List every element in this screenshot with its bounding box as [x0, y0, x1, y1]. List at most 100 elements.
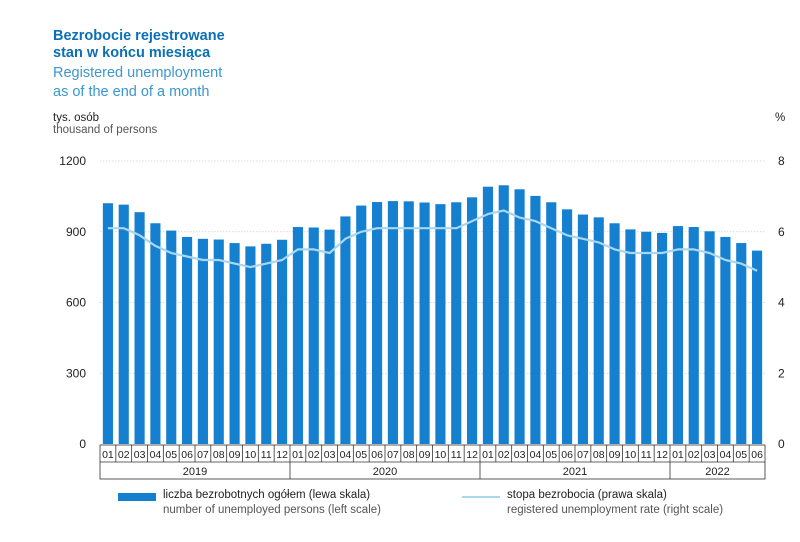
bar: [593, 217, 604, 444]
month-tick-label: 01: [482, 449, 494, 461]
month-tick-label: 08: [403, 449, 415, 461]
month-tick-label: 04: [530, 449, 542, 461]
bar: [387, 201, 398, 444]
month-tick-label: 03: [134, 449, 146, 461]
month-tick-label: 06: [181, 449, 193, 461]
bar: [340, 216, 351, 444]
bar: [482, 186, 493, 445]
legend-bars-en: number of unemployed persons (left scale…: [163, 504, 381, 516]
bar: [166, 230, 177, 444]
month-tick-label: 08: [593, 449, 605, 461]
legend-line-en: registered unemployment rate (right scal…: [507, 504, 724, 516]
month-tick-label: 02: [308, 449, 320, 461]
bar: [688, 227, 699, 444]
chart-title-block: Bezrobocie rejestrowane stan w końcu mie…: [53, 28, 225, 102]
month-tick-label: 06: [751, 449, 763, 461]
right-tick-label: 6: [778, 225, 785, 239]
month-tick-label: 05: [165, 449, 177, 461]
year-label: 2020: [373, 466, 397, 478]
month-tick-label: 07: [387, 449, 399, 461]
bar: [672, 226, 683, 444]
month-tick-label: 09: [419, 449, 431, 461]
month-tick-label: 07: [577, 449, 589, 461]
month-tick-label: 02: [498, 449, 510, 461]
month-tick-label: 10: [625, 449, 637, 461]
line-series: [107, 209, 758, 272]
chart-title-pl-line2: stan w końcu miesiąca: [53, 45, 211, 61]
month-tick-label: 10: [245, 449, 257, 461]
bar: [435, 204, 446, 444]
left-tick-label: 900: [66, 225, 86, 239]
month-tick-label: 06: [561, 449, 573, 461]
right-axis-unit: %: [775, 112, 786, 124]
year-label: 2021: [563, 466, 587, 478]
bar: [150, 223, 161, 444]
month-tick-label: 05: [735, 449, 747, 461]
bar: [324, 229, 335, 444]
left-axis-unit: tys. osób thousand of persons: [53, 112, 157, 136]
left-axis-ticks: 0 300 600 900 1200: [59, 154, 86, 451]
month-tick-label: 07: [197, 449, 209, 461]
bar-series: [102, 185, 763, 445]
month-tick-label: 03: [704, 449, 716, 461]
bar: [657, 232, 668, 444]
legend-line: stopa bezrobocia (prawa skala) registere…: [507, 489, 723, 516]
month-tick-label: 12: [656, 449, 668, 461]
bar: [277, 239, 288, 444]
chart-title-en-line1: Registered unemployment: [53, 65, 223, 81]
left-axis-unit-en: thousand of persons: [53, 124, 158, 136]
bar: [498, 185, 509, 444]
month-tick-label: 11: [641, 449, 652, 461]
right-tick-label: 4: [778, 296, 785, 310]
bar: [213, 239, 224, 444]
month-tick-label: 06: [371, 449, 383, 461]
bar: [514, 189, 525, 444]
bar: [704, 231, 715, 444]
left-tick-label: 0: [79, 437, 86, 451]
bar: [530, 195, 541, 444]
bar: [419, 202, 430, 444]
left-tick-label: 300: [66, 366, 86, 380]
bar: [308, 227, 319, 444]
month-tick-label: 02: [688, 449, 700, 461]
month-tick-label: 12: [466, 449, 478, 461]
month-tick-label: 01: [672, 449, 684, 461]
legend-line-pl: stopa bezrobocia (prawa skala): [507, 489, 667, 501]
bar: [451, 202, 462, 444]
month-tick-label: 11: [451, 449, 462, 461]
bar: [118, 204, 129, 444]
bar: [577, 214, 588, 444]
month-tick-label: 01: [292, 449, 304, 461]
legend-bars-pl: liczba bezrobotnych ogółem (lewa skala): [163, 489, 371, 501]
year-label: 2019: [183, 466, 207, 478]
month-tick-label: 11: [261, 449, 272, 461]
chart-title-pl: Bezrobocie rejestrowane stan w końcu mie…: [53, 28, 225, 62]
chart-title-en: Registered unemployment as of the end of…: [53, 64, 225, 102]
month-tick-label: 04: [340, 449, 352, 461]
bar: [720, 236, 731, 444]
month-tick-label: 05: [355, 449, 367, 461]
legend-line-swatch: [462, 496, 500, 498]
bar: [292, 227, 303, 444]
bar: [562, 209, 573, 444]
bar: [546, 202, 557, 444]
year-label: 2022: [705, 466, 729, 478]
right-tick-label: 2: [778, 366, 785, 380]
month-tick-label: 08: [213, 449, 225, 461]
month-tick-label: 04: [720, 449, 732, 461]
legend-bars: liczba bezrobotnych ogółem (lewa skala) …: [163, 489, 381, 516]
month-tick-label: 09: [229, 449, 241, 461]
bar: [625, 229, 636, 444]
bar: [641, 231, 652, 444]
bar: [197, 238, 208, 444]
bar: [403, 201, 414, 444]
month-tick-label: 09: [609, 449, 621, 461]
bar: [609, 223, 620, 444]
right-tick-label: 8: [778, 154, 785, 168]
bar: [102, 203, 113, 444]
bar: [134, 212, 145, 444]
month-tick-label: 04: [150, 449, 162, 461]
right-axis-ticks: 0 2 4 6 8: [778, 154, 785, 451]
x-axis: 01 02 03 04 05 06 07 08 09 10 11 12 01 02 03 04 05 06 07 08…: [99, 444, 766, 480]
